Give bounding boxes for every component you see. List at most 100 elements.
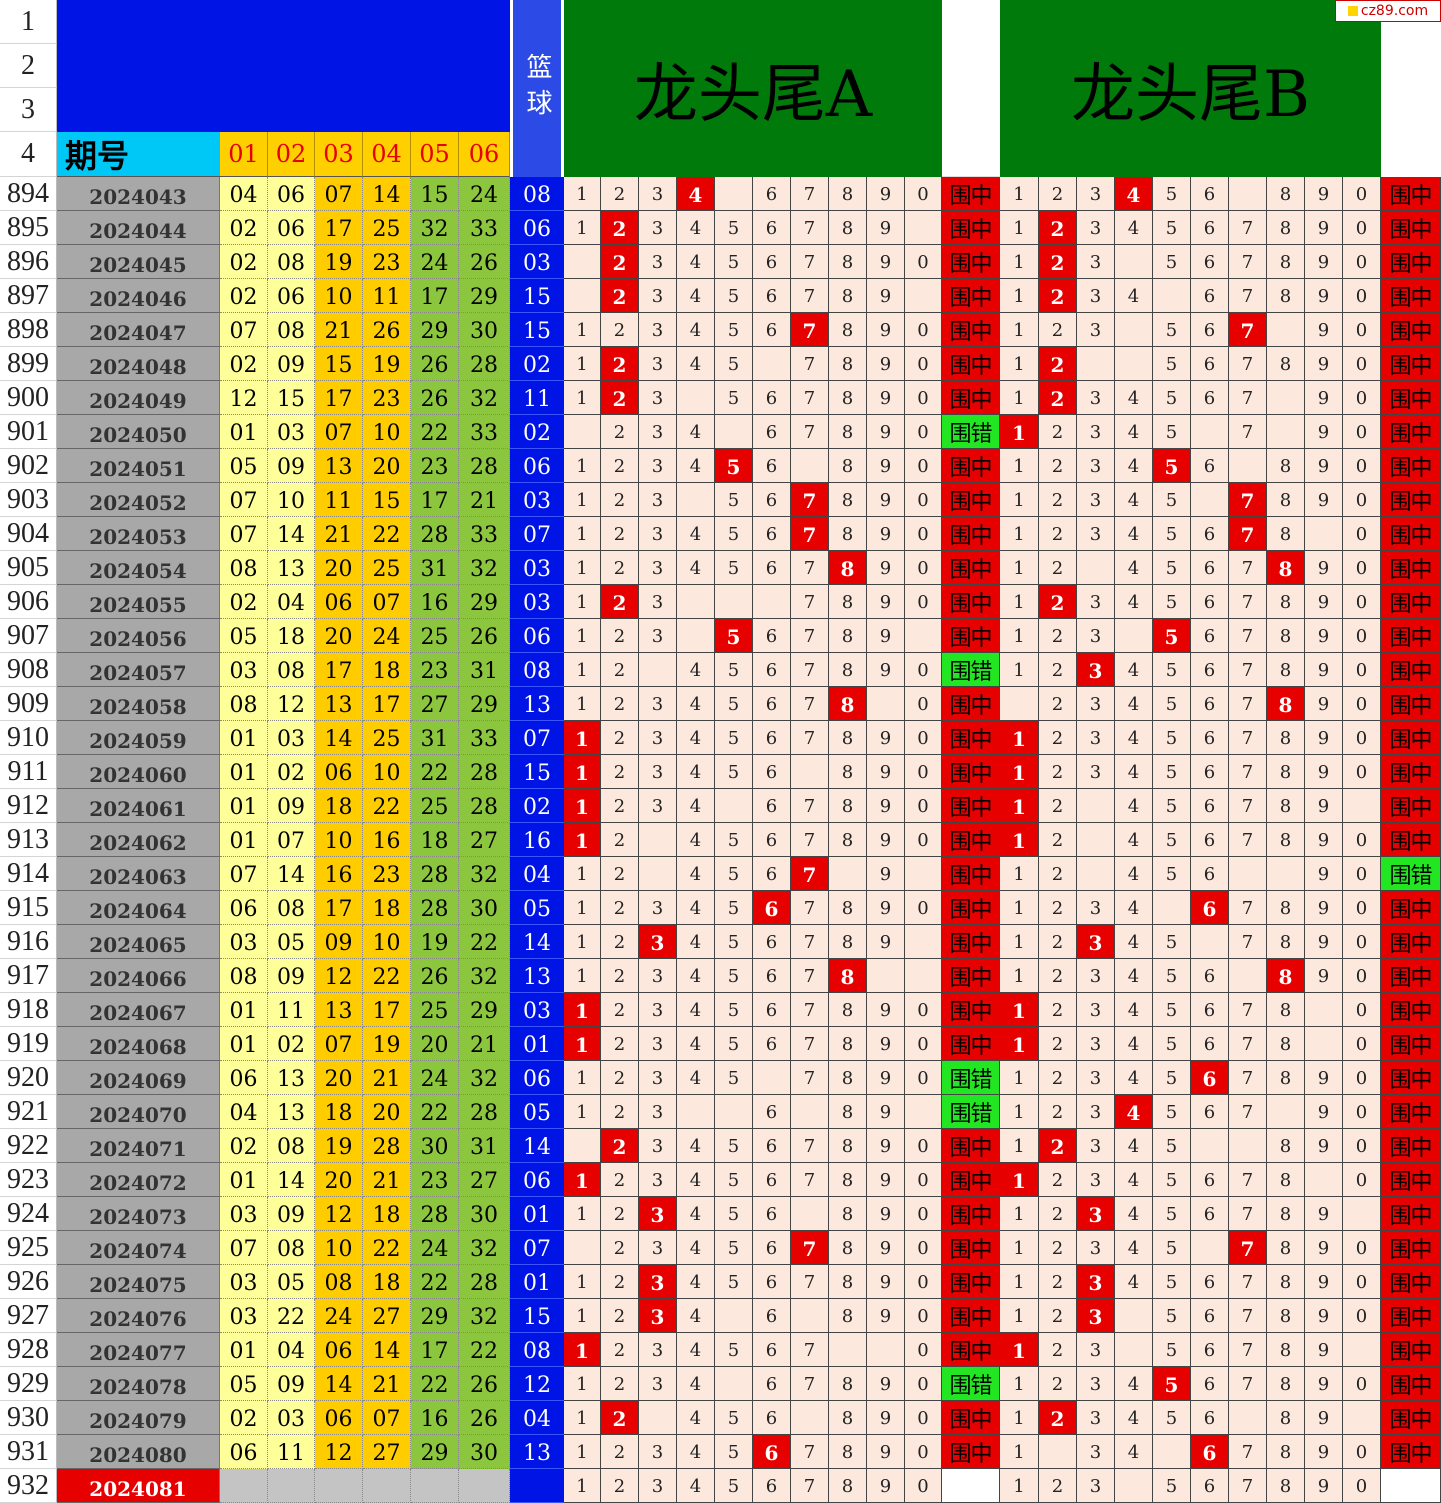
number-cell[interactable]: 06 bbox=[268, 177, 315, 211]
digit-a-cell[interactable]: 6 bbox=[753, 517, 791, 551]
digit-b-cell[interactable]: 6 bbox=[1191, 721, 1229, 755]
digit-a-cell[interactable] bbox=[715, 1095, 753, 1129]
digit-a-cell[interactable]: 6 bbox=[753, 483, 791, 517]
digit-a-cell[interactable]: 3 bbox=[639, 993, 677, 1027]
digit-a-cell[interactable]: 3 bbox=[639, 959, 677, 993]
number-cell[interactable]: 18 bbox=[363, 653, 411, 687]
digit-b-cell[interactable] bbox=[1115, 245, 1153, 279]
number-cell[interactable]: 32 bbox=[459, 1299, 510, 1333]
number-cell[interactable]: 12 bbox=[315, 959, 363, 993]
digit-a-cell[interactable]: 6 bbox=[753, 1027, 791, 1061]
number-cell[interactable]: 13 bbox=[315, 687, 363, 721]
digit-b-cell[interactable]: 1 bbox=[1000, 1401, 1039, 1435]
number-cell[interactable]: 24 bbox=[459, 177, 510, 211]
digit-a-cell[interactable] bbox=[791, 1299, 829, 1333]
digit-b-cell[interactable]: 8 bbox=[1267, 1333, 1305, 1367]
digit-a-cell[interactable]: 4 bbox=[677, 1061, 715, 1095]
number-cell[interactable]: 23 bbox=[363, 245, 411, 279]
digit-b-cell[interactable]: 9 bbox=[1305, 687, 1343, 721]
digit-b-cell[interactable]: 5 bbox=[1153, 1299, 1191, 1333]
digit-b-cell[interactable] bbox=[1343, 1333, 1381, 1367]
digit-a-cell[interactable]: 8 bbox=[829, 959, 867, 993]
digit-b-cell[interactable]: 5 bbox=[1153, 789, 1191, 823]
digit-a-cell[interactable]: 0 bbox=[905, 517, 942, 551]
blue-ball-cell[interactable]: 03 bbox=[510, 483, 564, 517]
digit-a-cell[interactable]: 6 bbox=[753, 279, 791, 313]
digit-a-cell[interactable]: 1 bbox=[564, 347, 601, 381]
number-cell[interactable]: 27 bbox=[459, 1163, 510, 1197]
number-cell[interactable]: 07 bbox=[220, 483, 268, 517]
digit-b-cell[interactable]: 1 bbox=[1000, 1231, 1039, 1265]
result-a-cell[interactable]: 围中 bbox=[942, 1129, 1000, 1163]
digit-b-cell[interactable]: 3 bbox=[1077, 1163, 1115, 1197]
digit-b-cell[interactable]: 5 bbox=[1153, 857, 1191, 891]
digit-a-cell[interactable]: 1 bbox=[564, 211, 601, 245]
digit-a-cell[interactable]: 6 bbox=[753, 1231, 791, 1265]
digit-a-cell[interactable]: 1 bbox=[564, 1095, 601, 1129]
result-b-cell[interactable]: 围中 bbox=[1381, 551, 1441, 585]
digit-a-cell[interactable]: 3 bbox=[639, 789, 677, 823]
digit-a-cell[interactable]: 9 bbox=[867, 245, 905, 279]
result-b-cell[interactable]: 围中 bbox=[1381, 177, 1441, 211]
result-a-cell[interactable]: 围中 bbox=[942, 619, 1000, 653]
digit-a-cell[interactable]: 7 bbox=[791, 1061, 829, 1095]
number-cell[interactable]: 03 bbox=[268, 721, 315, 755]
digit-b-cell[interactable]: 3 bbox=[1077, 1095, 1115, 1129]
digit-b-cell[interactable] bbox=[1000, 687, 1039, 721]
digit-b-cell[interactable]: 1 bbox=[1000, 1163, 1039, 1197]
digit-a-cell[interactable]: 0 bbox=[905, 1061, 942, 1095]
digit-b-cell[interactable]: 9 bbox=[1305, 585, 1343, 619]
digit-b-cell[interactable]: 9 bbox=[1305, 1061, 1343, 1095]
digit-a-cell[interactable]: 6 bbox=[753, 857, 791, 891]
digit-b-cell[interactable]: 0 bbox=[1343, 177, 1381, 211]
digit-a-cell[interactable]: 7 bbox=[791, 993, 829, 1027]
digit-a-cell[interactable] bbox=[791, 1401, 829, 1435]
number-cell[interactable]: 22 bbox=[363, 517, 411, 551]
row-header[interactable]: 912 bbox=[0, 789, 57, 823]
number-cell[interactable]: 19 bbox=[363, 347, 411, 381]
number-cell[interactable]: 08 bbox=[268, 891, 315, 925]
digit-b-cell[interactable]: 8 bbox=[1267, 755, 1305, 789]
period-cell[interactable]: 2024072 bbox=[57, 1163, 220, 1197]
digit-b-cell[interactable]: 1 bbox=[1000, 619, 1039, 653]
digit-b-cell[interactable]: 0 bbox=[1343, 415, 1381, 449]
digit-a-cell[interactable]: 1 bbox=[564, 1469, 601, 1503]
blue-ball-cell[interactable]: 05 bbox=[510, 1095, 564, 1129]
digit-a-cell[interactable] bbox=[867, 959, 905, 993]
number-cell[interactable]: 16 bbox=[363, 823, 411, 857]
row-header[interactable]: 896 bbox=[0, 245, 57, 279]
period-cell[interactable]: 2024051 bbox=[57, 449, 220, 483]
digit-b-cell[interactable]: 9 bbox=[1305, 313, 1343, 347]
digit-a-cell[interactable]: 8 bbox=[829, 449, 867, 483]
result-a-cell[interactable]: 围中 bbox=[942, 891, 1000, 925]
period-cell[interactable]: 2024048 bbox=[57, 347, 220, 381]
digit-b-cell[interactable]: 1 bbox=[1000, 755, 1039, 789]
number-cell[interactable]: 30 bbox=[459, 313, 510, 347]
digit-a-cell[interactable]: 2 bbox=[601, 415, 639, 449]
digit-a-cell[interactable] bbox=[564, 279, 601, 313]
digit-b-cell[interactable] bbox=[1153, 279, 1191, 313]
number-cell[interactable]: 10 bbox=[363, 755, 411, 789]
digit-a-cell[interactable]: 9 bbox=[867, 211, 905, 245]
digit-b-cell[interactable] bbox=[1267, 381, 1305, 415]
digit-b-cell[interactable]: 6 bbox=[1191, 619, 1229, 653]
digit-b-cell[interactable]: 3 bbox=[1077, 1401, 1115, 1435]
result-a-cell[interactable]: 围中 bbox=[942, 483, 1000, 517]
row-header[interactable]: 898 bbox=[0, 313, 57, 347]
digit-a-cell[interactable]: 7 bbox=[791, 619, 829, 653]
digit-a-cell[interactable]: 5 bbox=[715, 279, 753, 313]
result-b-cell[interactable]: 围错 bbox=[1381, 857, 1441, 891]
number-cell[interactable]: 04 bbox=[268, 1333, 315, 1367]
digit-a-cell[interactable]: 0 bbox=[905, 245, 942, 279]
blue-ball-cell[interactable]: 06 bbox=[510, 449, 564, 483]
digit-b-cell[interactable]: 9 bbox=[1305, 1265, 1343, 1299]
number-cell[interactable]: 24 bbox=[411, 1061, 459, 1095]
digit-a-cell[interactable]: 7 bbox=[791, 313, 829, 347]
digit-a-cell[interactable]: 8 bbox=[829, 177, 867, 211]
digit-b-cell[interactable]: 4 bbox=[1115, 1027, 1153, 1061]
digit-a-cell[interactable]: 5 bbox=[715, 891, 753, 925]
row-header[interactable]: 927 bbox=[0, 1299, 57, 1333]
digit-b-cell[interactable]: 0 bbox=[1343, 1265, 1381, 1299]
digit-b-cell[interactable]: 5 bbox=[1153, 1469, 1191, 1503]
row-header[interactable]: 931 bbox=[0, 1435, 57, 1469]
